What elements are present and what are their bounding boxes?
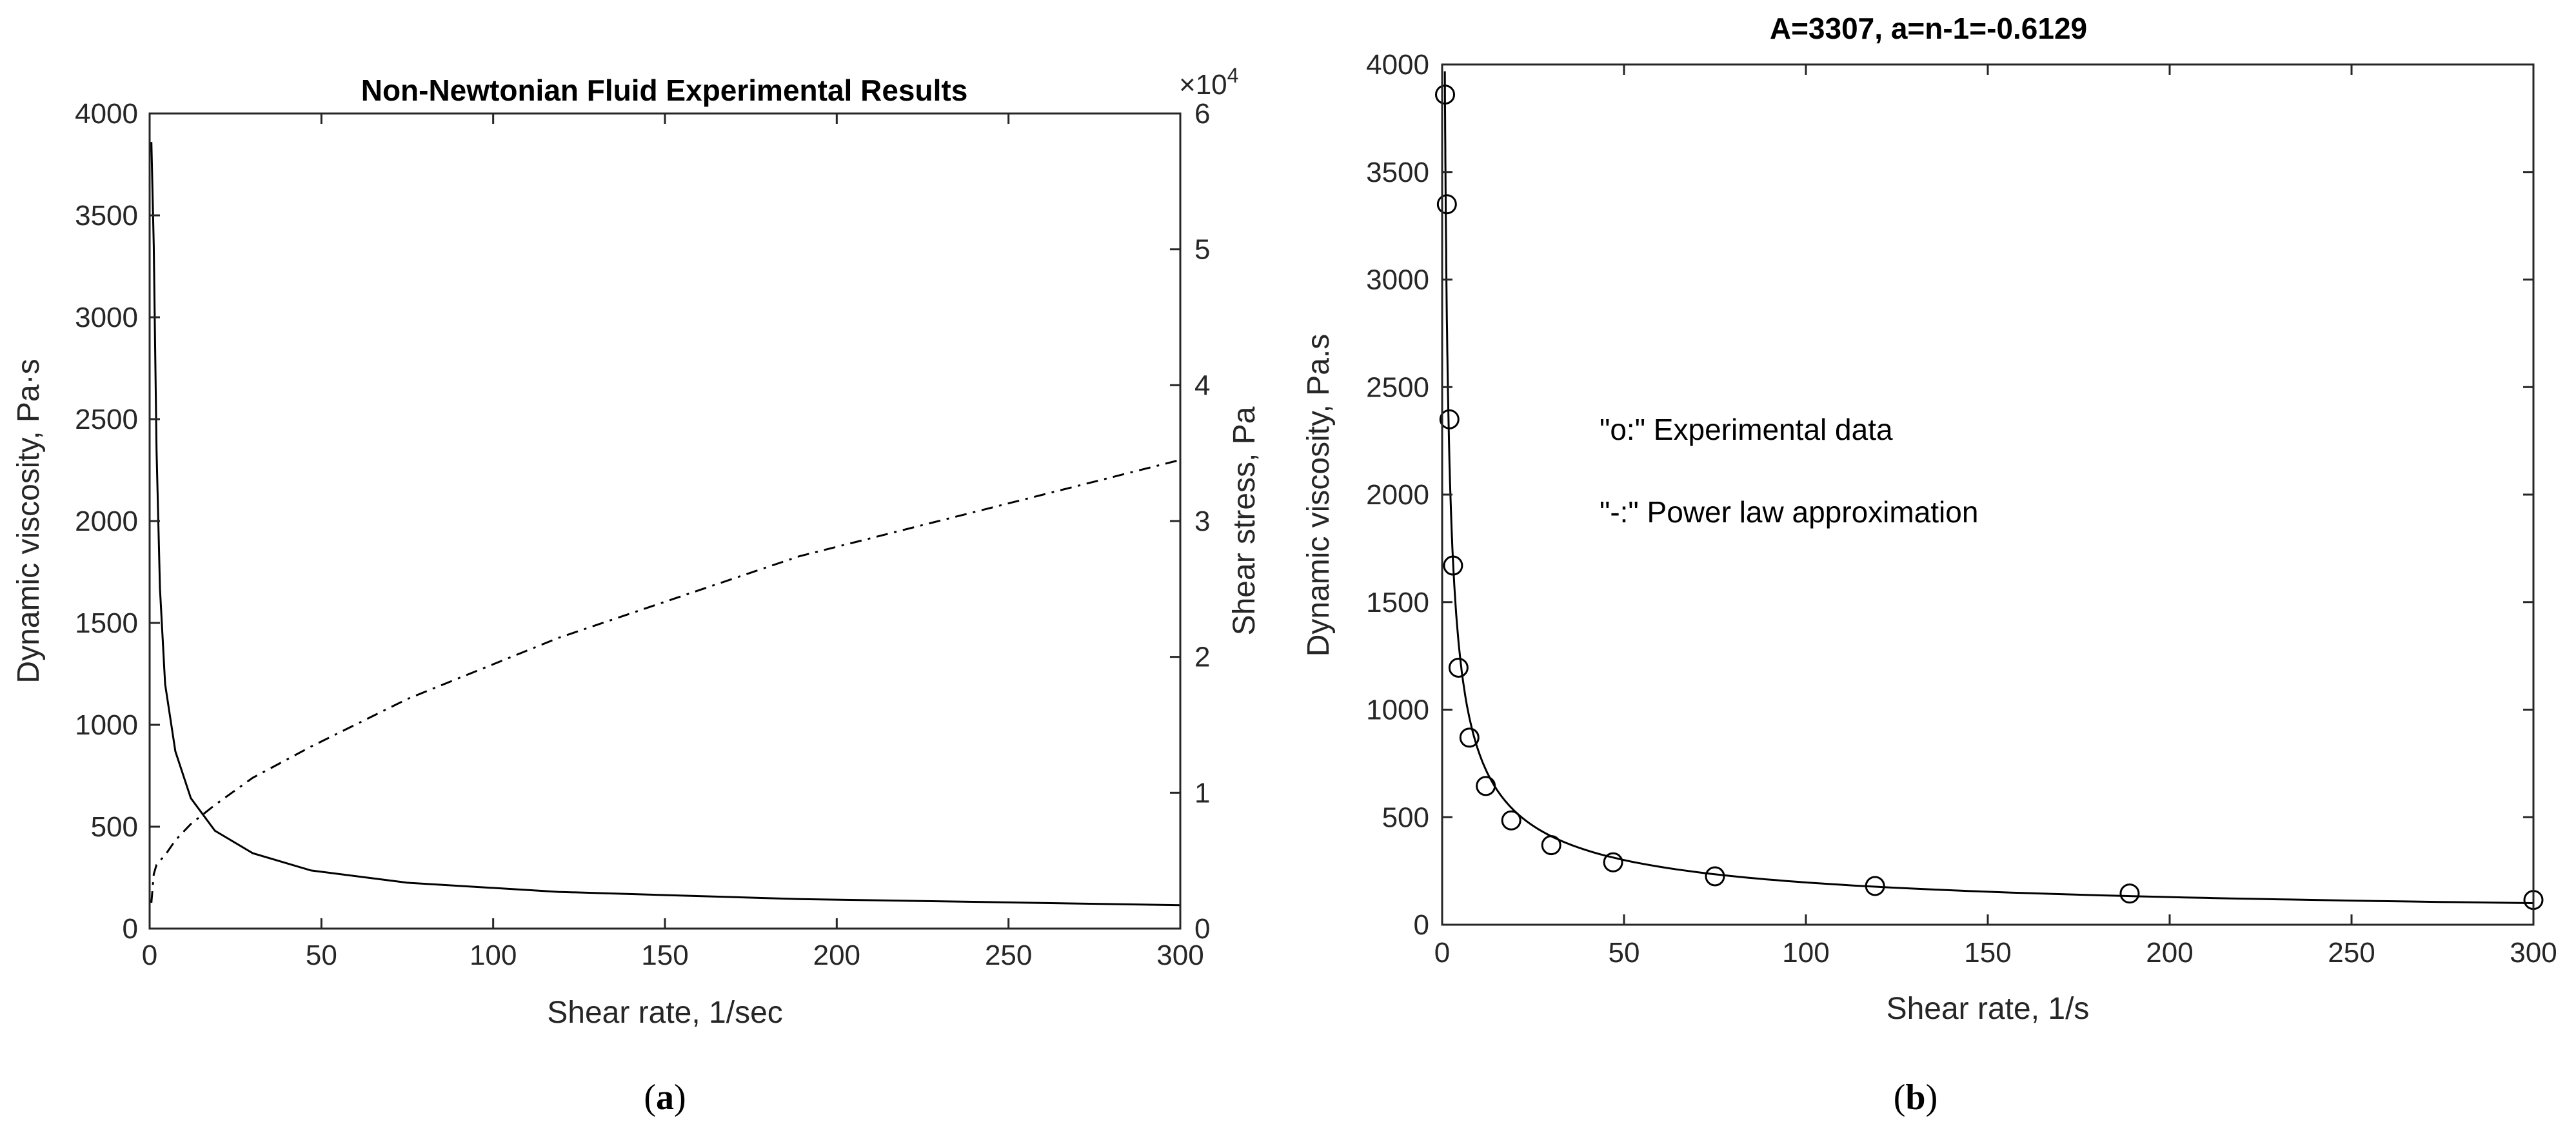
panel-a-x-tick-label: 200	[813, 940, 860, 971]
panel-a-y-tick-label: 3500	[75, 200, 138, 232]
panel-a-y-tick-label: 0	[123, 913, 138, 945]
panel-b-y-axis-label: Dynamic viscosity, Pa.s	[1302, 334, 1336, 657]
panel-a-x-tick-label: 250	[985, 940, 1032, 971]
panel-b-title: A=3307, a=n-1=-0.6129	[1770, 12, 2087, 45]
panel-b-data-point	[2119, 883, 2140, 904]
panel-b-y-tick-label: 3500	[1366, 157, 1429, 188]
panel-a-x-tick-label: 300	[1156, 940, 1204, 971]
panel-b-x-tick-label: 150	[1964, 937, 2011, 969]
panel-b-data-point	[1436, 194, 1457, 215]
panel-a-y2-tick-label: 1	[1194, 777, 1210, 809]
panel-b-data-point	[1435, 84, 1456, 105]
panel-b-y-tick-label: 3000	[1366, 264, 1429, 296]
panel-b-y-tick-label: 2000	[1366, 479, 1429, 511]
panel-a-x-tick-label: 50	[306, 940, 337, 971]
panel-a-x-tick-label: 0	[142, 940, 157, 971]
panel-b-data-point	[1705, 866, 1725, 887]
panel-b-data-point	[1603, 852, 1623, 872]
panel-b: A=3307, a=n-1=-0.6129 0 50 100 150 200 250 300…	[1302, 12, 2557, 1118]
panel-b-x-axis-label: Shear rate, 1/s	[1887, 992, 2090, 1026]
panel-a-y-tick-label: 500	[91, 811, 138, 843]
panel-a-title: Non-Newtonian Fluid Experimental Results	[361, 74, 968, 107]
panel-b-data-point	[1476, 776, 1496, 796]
panel-b-data-point	[1501, 810, 1521, 831]
panel-a-y2-tick-label: 6	[1194, 98, 1210, 130]
panel-a-y-tick-label: 2000	[75, 506, 138, 537]
panel-b-y-tick-label: 2500	[1366, 371, 1429, 403]
panel-b-annotation-data: "o:" Experimental data	[1600, 413, 1893, 446]
panel-b-data-point	[1459, 727, 1480, 748]
panel-b-data-point	[1541, 835, 1561, 856]
panel-a-y2-axis-label: Shear stress, Pa	[1227, 406, 1262, 635]
panel-b-y-tick-label: 1500	[1366, 587, 1429, 618]
panel-b-x-tick-label: 100	[1782, 937, 1829, 969]
panel-a-y2-exponent: ×104	[1179, 64, 1238, 101]
panel-b-x-tick-label: 0	[1434, 937, 1450, 969]
panel-b-x-tick-label: 300	[2510, 937, 2557, 969]
panel-b-annotation-fit: "-:" Power law approximation	[1600, 495, 1978, 529]
panel-a-y2-tick-label: 0	[1194, 913, 1210, 945]
panel-a: Non-Newtonian Fluid Experimental Results…	[12, 64, 1262, 1118]
panel-a-shear-stress-line	[150, 458, 1181, 903]
panel-b-axes-box	[1441, 63, 2535, 926]
panel-b-y-tick-label: 0	[1414, 909, 1429, 941]
panel-b-caption: (b)	[1894, 1078, 1937, 1118]
panel-a-axes-box	[148, 112, 1182, 930]
panel-b-y-tick-label: 4000	[1366, 49, 1429, 81]
panel-b-x-tick-label: 50	[1609, 937, 1640, 969]
panel-a-y-tick-label: 3000	[75, 302, 138, 333]
panel-a-y-tick-label: 4000	[75, 98, 138, 130]
panel-b-data-point	[1448, 657, 1469, 678]
panel-a-viscosity-line	[150, 142, 1181, 907]
panel-a-y2-tick-label: 3	[1194, 506, 1210, 537]
panel-a-caption: (a)	[644, 1078, 686, 1118]
panel-a-y-axis-label: Dynamic viscosity, Pa·s	[12, 359, 46, 683]
panel-b-data-point	[1443, 555, 1463, 576]
panel-a-y-tick-label: 1500	[75, 607, 138, 639]
panel-a-x-tick-label: 100	[470, 940, 517, 971]
panel-a-x-tick-label: 150	[641, 940, 688, 971]
panel-a-y2-tick-label: 4	[1194, 369, 1210, 401]
panel-a-y-tick-label: 2500	[75, 404, 138, 435]
panel-b-x-tick-label: 200	[2146, 937, 2193, 969]
panel-a-y-tick-label: 1000	[75, 709, 138, 741]
panel-b-y-tick-label: 500	[1382, 802, 1429, 833]
panel-b-x-tick-label: 250	[2328, 937, 2375, 969]
panel-b-power-law-curve	[1443, 71, 2534, 905]
panel-b-data-point	[1439, 409, 1460, 429]
panel-a-y2-tick-label: 5	[1194, 234, 1210, 266]
panel-b-y-tick-label: 1000	[1366, 695, 1429, 726]
panel-a-y2-tick-label: 2	[1194, 642, 1210, 673]
panel-a-x-axis-label: Shear rate, 1/sec	[547, 996, 783, 1030]
panel-b-data-point	[1865, 876, 1885, 896]
